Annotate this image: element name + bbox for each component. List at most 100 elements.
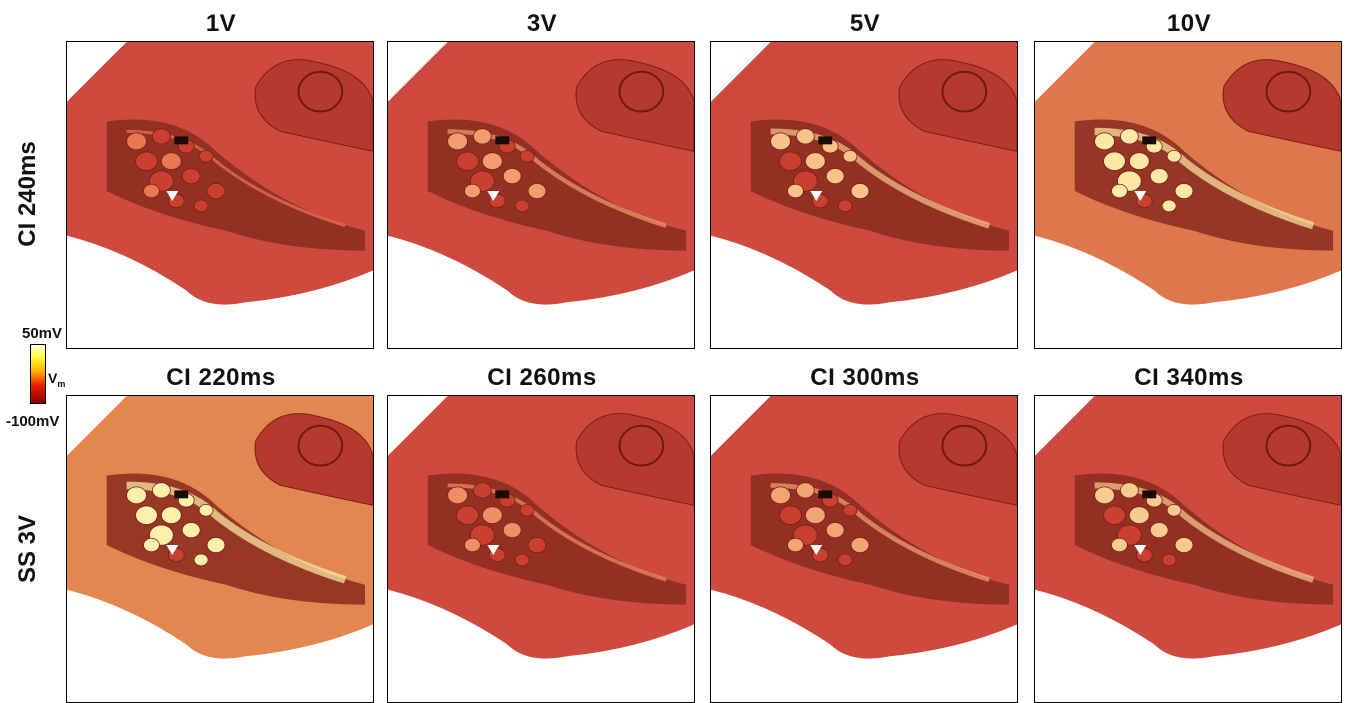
dark-fissure (174, 136, 188, 144)
column-title-2: 3V (387, 10, 697, 38)
tissue-blob (515, 200, 529, 212)
dark-fissure (174, 490, 188, 498)
row2-title-4: CI 340ms (1034, 364, 1344, 392)
colorbar-max-label: 50mV (22, 325, 62, 342)
tissue-blob (465, 538, 481, 552)
tissue-blob (1112, 538, 1128, 552)
tissue-blob (1175, 183, 1193, 198)
tissue-blob (194, 200, 208, 212)
tissue-blob (826, 169, 844, 184)
panel-r2-c3 (710, 395, 1018, 703)
tissue-blob (503, 523, 521, 538)
tissue-blob (465, 184, 481, 198)
column-title-1: 1V (66, 10, 376, 38)
panel-r1-c4 (1034, 41, 1342, 349)
tissue-blob (161, 507, 181, 524)
dark-fissure (818, 136, 832, 144)
panel-r2-c1 (66, 395, 374, 703)
tissue-blob (1120, 483, 1138, 498)
tissue-blob (194, 554, 208, 566)
column-title-4: 10V (1034, 10, 1344, 38)
tissue-blob (843, 150, 857, 162)
tissue-blob (1162, 200, 1176, 212)
tissue-blob (1112, 184, 1128, 198)
tissue-blob (136, 506, 158, 525)
tissue-blob (851, 183, 869, 198)
tissue-blob (796, 129, 814, 144)
tissue-blob (144, 184, 160, 198)
tissue-blob (805, 507, 825, 524)
tissue-render (711, 396, 1017, 702)
tissue-blob (1104, 506, 1126, 525)
tissue-blob (1150, 169, 1168, 184)
tissue-render (67, 42, 373, 348)
tissue-blob (182, 169, 200, 184)
tissue-blob (1162, 554, 1176, 566)
colorbar-vm-text: V (48, 370, 57, 386)
tissue-blob (851, 537, 869, 552)
tissue-blob (1095, 133, 1115, 150)
tissue-blob (503, 169, 521, 184)
tissue-blob (199, 504, 213, 516)
row2-title-1: CI 220ms (66, 364, 376, 392)
tissue-blob (788, 538, 804, 552)
tissue-blob (127, 487, 147, 504)
tissue-blob (788, 184, 804, 198)
panel-r1-c3 (710, 41, 1018, 349)
tissue-blob (1095, 487, 1115, 504)
tissue-blob (515, 554, 529, 566)
tissue-blob (144, 538, 160, 552)
tissue-blob (771, 487, 791, 504)
tissue-blob (457, 152, 479, 171)
tissue-blob (457, 506, 479, 525)
tissue-blob (207, 537, 225, 552)
row2-title-2: CI 260ms (387, 364, 697, 392)
panel-r2-c2 (387, 395, 695, 703)
tissue-blob (127, 133, 147, 150)
tissue-blob (207, 183, 225, 198)
tissue-blob (1129, 507, 1149, 524)
tissue-blob (1150, 523, 1168, 538)
tissue-blob (1167, 150, 1181, 162)
tissue-blob (448, 487, 468, 504)
tissue-blob (473, 129, 491, 144)
tissue-blob (843, 504, 857, 516)
panel-r1-c1 (66, 41, 374, 349)
tissue-blob (528, 537, 546, 552)
tissue-blob (826, 523, 844, 538)
panel-r2-c4 (1034, 395, 1342, 703)
tissue-blob (199, 150, 213, 162)
tissue-blob (520, 504, 534, 516)
tissue-blob (780, 152, 802, 171)
tissue-blob (161, 153, 181, 170)
tissue-render (388, 42, 694, 348)
tissue-blob (182, 523, 200, 538)
dark-fissure (818, 490, 832, 498)
tissue-blob (1167, 504, 1181, 516)
tissue-blob (473, 483, 491, 498)
colorbar-vm-label: Vm (48, 370, 65, 389)
tissue-render (67, 396, 373, 702)
tissue-blob (152, 129, 170, 144)
dark-fissure (1142, 490, 1156, 498)
tissue-render (1035, 42, 1341, 348)
tissue-render (1035, 396, 1341, 702)
tissue-blob (1129, 153, 1149, 170)
tissue-blob (796, 483, 814, 498)
row-label-1: CI 240ms (14, 94, 42, 294)
tissue-render (711, 42, 1017, 348)
tissue-blob (1104, 152, 1126, 171)
dark-fissure (495, 490, 509, 498)
tissue-blob (482, 507, 502, 524)
panel-r1-c2 (387, 41, 695, 349)
tissue-blob (528, 183, 546, 198)
tissue-render (388, 396, 694, 702)
row-label-2: SS 3V (14, 449, 42, 649)
tissue-blob (771, 133, 791, 150)
row2-title-3: CI 300ms (710, 364, 1020, 392)
tissue-blob (152, 483, 170, 498)
tissue-blob (520, 150, 534, 162)
tissue-blob (838, 554, 852, 566)
tissue-blob (838, 200, 852, 212)
colorbar-min-label: -100mV (6, 413, 59, 430)
